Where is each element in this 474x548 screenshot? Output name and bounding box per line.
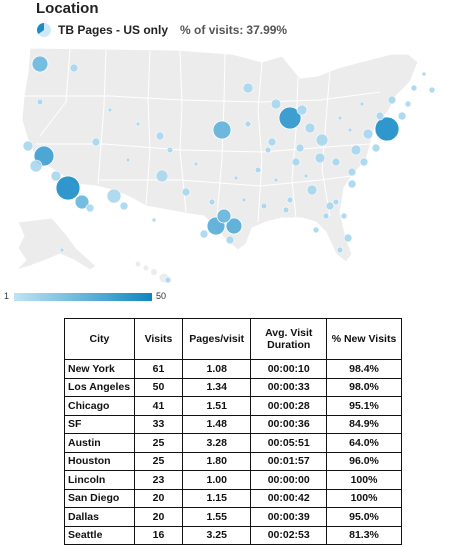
pages-cell: 1.51 — [182, 396, 252, 416]
segment-pct-value: 37.99% — [246, 23, 288, 37]
new-visits-cell: 84.9% — [326, 414, 402, 434]
page-title: Location — [36, 0, 99, 17]
col-city-header: City — [64, 318, 135, 360]
new-visits-cell: 95.0% — [326, 507, 402, 527]
city-cell: Austin — [64, 433, 135, 453]
duration-cell: 00:00:10 — [250, 359, 327, 379]
city-cell: Houston — [64, 451, 135, 471]
bubble-seattle[interactable] — [31, 55, 49, 73]
duration-cell: 00:05:51 — [250, 433, 327, 453]
duration-cell: 00:01:57 — [250, 451, 327, 471]
duration-cell: 00:00:33 — [250, 377, 327, 397]
table-row: Los Angeles 50 1.34 00:00:33 98.0% — [64, 377, 402, 397]
pages-cell: 1.00 — [182, 470, 252, 490]
legend-max-label: 50 — [156, 291, 167, 301]
legend-gradient-bar — [14, 293, 152, 301]
pages-cell: 3.28 — [182, 433, 252, 453]
city-cell: SF — [64, 414, 135, 434]
hawaii-shape — [135, 261, 169, 283]
city-cell: Seattle — [64, 525, 135, 545]
new-visits-cell: 95.1% — [326, 396, 402, 416]
bubble-new-york[interactable] — [374, 116, 400, 142]
duration-cell: 00:00:39 — [250, 507, 327, 527]
table-row: San Diego 20 1.15 00:00:42 100% — [64, 488, 402, 508]
city-cell: Dallas — [64, 507, 135, 527]
visits-cell: 16 — [133, 525, 184, 545]
color-scale-legend: 1 50 — [4, 290, 184, 304]
segment-name: TB Pages - US only — [58, 23, 169, 37]
col-visits-header: Visits — [133, 318, 184, 360]
new-visits-cell: 100% — [326, 470, 402, 490]
new-visits-cell: 64.0% — [326, 433, 402, 453]
pages-cell: 1.55 — [182, 507, 252, 527]
pie-segment-icon — [37, 23, 51, 37]
table-header-row: City Visits Pages/visit Avg. Visit Durat… — [64, 318, 402, 360]
col-new-visits-header: % New Visits — [326, 318, 402, 360]
table-row: Chicago 41 1.51 00:00:28 95.1% — [64, 396, 402, 416]
visits-cell: 20 — [133, 488, 184, 508]
pages-cell: 3.25 — [182, 525, 252, 545]
segment-row: TB Pages - US only % of visits: 37.99% — [36, 20, 456, 40]
table-row: New York 61 1.08 00:00:10 98.4% — [64, 359, 402, 379]
city-cell: Chicago — [64, 396, 135, 416]
small-bubbles — [22, 63, 436, 284]
visits-cell: 25 — [133, 451, 184, 471]
bubble-lincoln[interactable] — [212, 120, 232, 140]
duration-cell: 00:00:28 — [250, 396, 327, 416]
new-visits-cell: 81.3% — [326, 525, 402, 545]
bubble-san-diego[interactable] — [74, 194, 90, 210]
duration-cell: 00:00:36 — [250, 414, 327, 434]
visits-cell: 61 — [133, 359, 184, 379]
table-row: Austin 25 3.28 00:05:51 64.0% — [64, 433, 402, 453]
table-row: Houston 25 1.80 00:01:57 96.0% — [64, 451, 402, 471]
alaska-shape — [14, 217, 97, 272]
visits-cell: 23 — [133, 470, 184, 490]
us-visits-map[interactable] — [0, 40, 474, 290]
bubble-los-angeles[interactable] — [55, 175, 81, 201]
segment-pct-label: % of visits: — [180, 23, 244, 37]
pages-cell: 1.08 — [182, 359, 252, 379]
bubble-chicago[interactable] — [278, 106, 302, 130]
pages-cell: 1.80 — [182, 451, 252, 471]
new-visits-cell: 100% — [326, 488, 402, 508]
city-cell: Lincoln — [64, 470, 135, 490]
city-cell: Los Angeles — [64, 377, 135, 397]
table-row: Lincoln 23 1.00 00:00:00 100% — [64, 470, 402, 490]
table-row: SF 33 1.48 00:00:36 84.9% — [64, 414, 402, 434]
visits-cell: 25 — [133, 433, 184, 453]
visits-cell: 41 — [133, 396, 184, 416]
visits-cell: 20 — [133, 507, 184, 527]
bubble-houston[interactable] — [225, 217, 243, 235]
visits-cell: 33 — [133, 414, 184, 434]
city-stats-table: City Visits Pages/visit Avg. Visit Durat… — [64, 318, 402, 545]
duration-cell: 00:02:53 — [250, 525, 327, 545]
new-visits-cell: 98.0% — [326, 377, 402, 397]
city-bubbles[interactable] — [22, 55, 436, 284]
table-row: Dallas 20 1.55 00:00:39 95.0% — [64, 507, 402, 527]
table-row: Seattle 16 3.25 00:02:53 81.3% — [64, 525, 402, 545]
city-cell: New York — [64, 359, 135, 379]
pages-cell: 1.15 — [182, 488, 252, 508]
city-cell: San Diego — [64, 488, 135, 508]
col-duration-header: Avg. Visit Duration — [250, 318, 327, 360]
duration-cell: 00:00:00 — [250, 470, 327, 490]
map-land — [14, 47, 419, 283]
us-mainland-shape — [21, 47, 419, 263]
report-header: Location TB Pages - US only % of visits:… — [36, 0, 456, 40]
visits-cell: 50 — [133, 377, 184, 397]
new-visits-cell: 98.4% — [326, 359, 402, 379]
bubble-dallas[interactable] — [216, 208, 232, 224]
pages-cell: 1.34 — [182, 377, 252, 397]
duration-cell: 00:00:42 — [250, 488, 327, 508]
new-visits-cell: 96.0% — [326, 451, 402, 471]
pages-cell: 1.48 — [182, 414, 252, 434]
legend-min-label: 1 — [4, 291, 10, 301]
col-pages-header: Pages/visit — [182, 318, 252, 360]
